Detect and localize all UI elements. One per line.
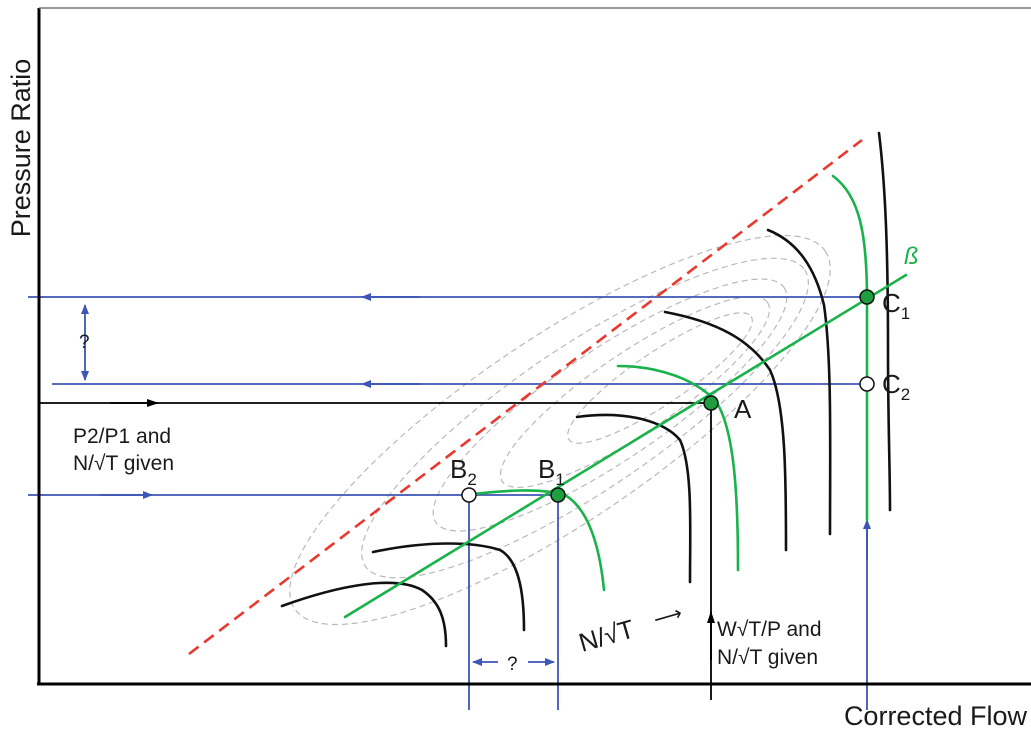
speed-lines bbox=[280, 131, 892, 648]
point-b2-marker bbox=[461, 487, 477, 503]
speed-line-3 bbox=[575, 413, 692, 584]
point-b2-letter: B bbox=[450, 454, 467, 484]
operating-points bbox=[461, 289, 875, 503]
beta-line-b bbox=[464, 489, 606, 592]
point-c1-marker bbox=[859, 289, 875, 305]
point-c2-marker bbox=[859, 376, 875, 392]
efficiency-contour-4 bbox=[499, 295, 771, 489]
point-b1-label: B1 bbox=[538, 454, 565, 489]
point-c1-label: C1 bbox=[882, 288, 910, 323]
efficiency-contour-5 bbox=[567, 312, 753, 444]
pressure-difference-question: ? bbox=[79, 332, 90, 353]
point-a-label: A bbox=[734, 394, 752, 424]
point-c1-subscript: 1 bbox=[901, 304, 910, 323]
flow-given-note-line2: N/√T given bbox=[717, 646, 818, 669]
point-b1-marker bbox=[550, 487, 566, 503]
speed-annotation: N/√T ⟶ bbox=[575, 602, 685, 657]
given-lines bbox=[40, 399, 715, 700]
beta-label: ß bbox=[904, 243, 919, 270]
point-c1-letter: C bbox=[882, 288, 901, 318]
point-b2-subscript: 2 bbox=[467, 470, 476, 489]
surge-line bbox=[188, 138, 863, 656]
beta-line-main bbox=[343, 273, 908, 619]
flow-given-note-line1: W√T/P and bbox=[717, 618, 822, 641]
speed-label: N/√T bbox=[575, 613, 637, 657]
speed-line-4 bbox=[663, 310, 788, 552]
efficiency-contour-3 bbox=[432, 278, 788, 532]
beta-line-c bbox=[831, 174, 869, 522]
x-axis-title: Corrected Flow bbox=[844, 701, 1028, 731]
point-b1-letter: B bbox=[538, 454, 555, 484]
point-a-marker bbox=[703, 395, 719, 411]
point-c2-label: C2 bbox=[882, 369, 910, 404]
efficiency-contour-1 bbox=[289, 234, 831, 626]
blue-arrows bbox=[81, 293, 871, 666]
flow-difference-question: ? bbox=[507, 654, 518, 675]
point-b2-label: B2 bbox=[450, 454, 477, 489]
point-c2-letter: C bbox=[882, 369, 901, 399]
pressure-given-note-line1: P2/P1 and bbox=[73, 425, 171, 448]
axes bbox=[37, 7, 1031, 686]
speed-arrow: ⟶ bbox=[651, 602, 685, 631]
speed-line-2 bbox=[371, 542, 526, 632]
point-b1-subscript: 1 bbox=[555, 470, 564, 489]
speed-line-5 bbox=[766, 228, 832, 536]
beta-lines bbox=[343, 174, 908, 619]
point-c2-subscript: 2 bbox=[901, 385, 910, 404]
speed-line-1 bbox=[280, 581, 448, 648]
point-a-letter: A bbox=[734, 394, 752, 424]
efficiency-contour-2 bbox=[361, 257, 809, 579]
speed-line-6 bbox=[877, 131, 892, 512]
pressure-given-note-line2: N/√T given bbox=[73, 452, 174, 475]
y-axis-title: Pressure Ratio bbox=[6, 59, 36, 238]
